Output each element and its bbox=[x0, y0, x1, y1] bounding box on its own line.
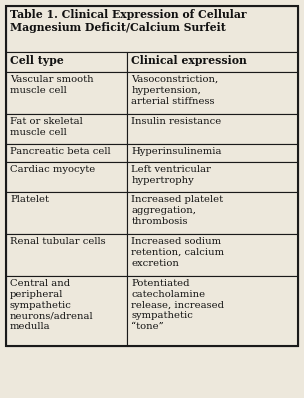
Bar bbox=[127, 72, 298, 114]
Text: Hyperinsulinemia: Hyperinsulinemia bbox=[131, 147, 222, 156]
Text: Pancreatic beta cell: Pancreatic beta cell bbox=[10, 147, 111, 156]
Text: Increased platelet
aggregation,
thrombosis: Increased platelet aggregation, thrombos… bbox=[131, 195, 223, 226]
Text: Vasoconstriction,
hypertension,
arterial stiffness: Vasoconstriction, hypertension, arterial… bbox=[131, 75, 219, 105]
Text: Fat or skeletal
muscle cell: Fat or skeletal muscle cell bbox=[10, 117, 83, 137]
Bar bbox=[6, 72, 127, 114]
Bar bbox=[127, 234, 298, 276]
Text: Cardiac myocyte: Cardiac myocyte bbox=[10, 165, 95, 174]
Bar bbox=[6, 144, 127, 162]
Bar bbox=[127, 144, 298, 162]
Text: Potentiated
catecholamine
release, increased
sympathetic
“tone”: Potentiated catecholamine release, incre… bbox=[131, 279, 224, 331]
Bar bbox=[127, 192, 298, 234]
Bar bbox=[127, 276, 298, 346]
Bar bbox=[6, 192, 127, 234]
Bar bbox=[6, 52, 127, 72]
Text: Cell type: Cell type bbox=[10, 55, 64, 66]
Bar bbox=[6, 6, 298, 346]
Text: Clinical expression: Clinical expression bbox=[131, 55, 247, 66]
Bar bbox=[127, 162, 298, 192]
Bar bbox=[6, 6, 298, 52]
Text: Central and
peripheral
sympathetic
neurons/adrenal
medulla: Central and peripheral sympathetic neuro… bbox=[10, 279, 94, 331]
Text: Platelet: Platelet bbox=[10, 195, 49, 204]
Text: Renal tubular cells: Renal tubular cells bbox=[10, 237, 105, 246]
Text: Left ventricular
hypertrophy: Left ventricular hypertrophy bbox=[131, 165, 211, 185]
Bar bbox=[127, 52, 298, 72]
Text: Increased sodium
retention, calcium
excretion: Increased sodium retention, calcium excr… bbox=[131, 237, 224, 267]
Bar bbox=[6, 114, 127, 144]
Bar bbox=[6, 234, 127, 276]
Bar bbox=[6, 162, 127, 192]
Bar bbox=[6, 276, 127, 346]
Bar bbox=[127, 114, 298, 144]
Text: Insulin resistance: Insulin resistance bbox=[131, 117, 221, 126]
Text: Table 1. Clinical Expression of Cellular
Magnesium Deficit/Calcium Surfeit: Table 1. Clinical Expression of Cellular… bbox=[10, 9, 247, 33]
Text: Vascular smooth
muscle cell: Vascular smooth muscle cell bbox=[10, 75, 94, 95]
